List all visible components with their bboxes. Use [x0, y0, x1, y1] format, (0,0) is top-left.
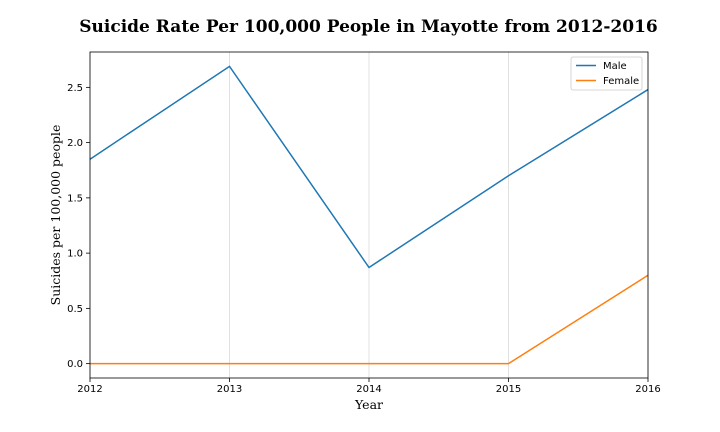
y-tick-label: 1.0 [67, 249, 83, 260]
x-tick-label: 2012 [77, 384, 102, 395]
legend-label-female: Female [603, 76, 639, 87]
y-tick-label: 1.5 [67, 193, 83, 204]
y-tick-label: 0.5 [67, 304, 83, 315]
series-line-female [90, 274, 649, 365]
y-tick-label: 0.0 [67, 359, 83, 370]
x-tick-label: 2016 [635, 384, 660, 395]
x-axis-label: Year [354, 397, 383, 412]
y-tick-label: 2.5 [67, 83, 83, 94]
series-line-male [89, 65, 649, 269]
series-lines [89, 65, 649, 365]
y-tick-label: 2.0 [67, 138, 83, 149]
legend: Male Female [570, 56, 643, 91]
x-tick-label: 2014 [356, 384, 381, 395]
x-axis-ticks: 2012 2013 2014 2015 2016 [77, 378, 661, 395]
x-tick-label: 2015 [496, 384, 521, 395]
x-tick-label: 2013 [217, 384, 242, 395]
legend-label-male: Male [603, 61, 627, 72]
y-axis-label: Suicides per 100,000 people [48, 125, 63, 306]
y-axis-ticks: 0.0 0.5 1.0 1.5 2.0 2.5 [67, 83, 90, 370]
chart-title: Suicide Rate Per 100,000 People in Mayot… [79, 17, 657, 37]
